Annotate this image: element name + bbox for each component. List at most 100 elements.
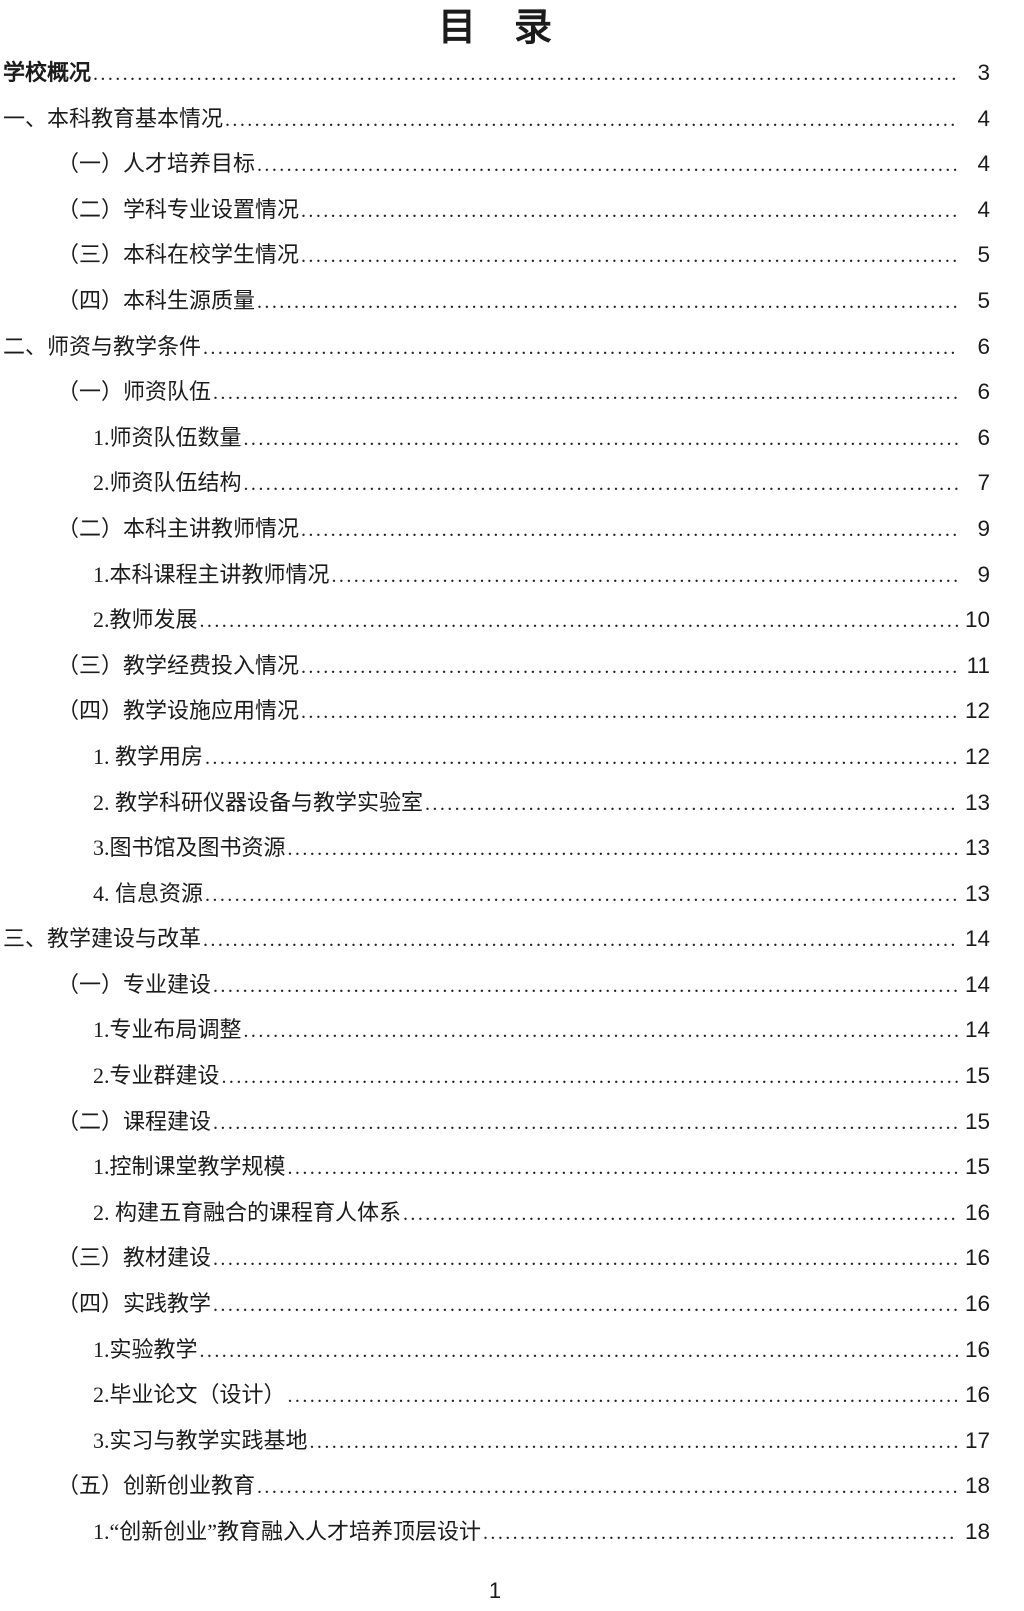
dot-leader: ........................................…: [203, 929, 958, 952]
toc-entry[interactable]: 3.实习与教学实践基地.............................…: [3, 1418, 990, 1464]
dot-leader: ........................................…: [243, 1020, 958, 1043]
toc-entry[interactable]: （三）教学经费投入情况.............................…: [3, 643, 990, 689]
toc-entry-label: 1.实验教学: [93, 1336, 198, 1362]
toc-entry[interactable]: （五）创新创业教育...............................…: [3, 1463, 990, 1509]
toc-entry-page: 11: [966, 652, 990, 678]
toc-entry[interactable]: 1.控制课堂教学规模..............................…: [3, 1144, 990, 1190]
dot-leader: ........................................…: [331, 564, 959, 587]
toc-entry[interactable]: 3.图书馆及图书资源..............................…: [3, 825, 990, 871]
toc-entry-label: （四）本科生源质量: [57, 287, 256, 313]
toc-entry[interactable]: （二）学科专业设置情况.............................…: [3, 187, 990, 233]
toc-entry[interactable]: 2.专业群建设.................................…: [3, 1053, 990, 1099]
toc-entry[interactable]: 2.师资队伍结构................................…: [3, 460, 990, 506]
dot-leader: ........................................…: [301, 655, 959, 678]
dot-leader: ........................................…: [243, 473, 959, 496]
toc-entry-page: 6: [977, 379, 990, 405]
toc-entry-page: 18: [964, 1473, 990, 1499]
toc-entry[interactable]: 2. 教学科研仪器设备与教学实验室.......................…: [3, 780, 990, 826]
toc-entry-label: （三）教材建设: [57, 1245, 212, 1271]
toc-entry-label: （二）学科专业设置情况: [57, 196, 300, 222]
toc-entry-page: 14: [964, 926, 990, 952]
toc-entry-label: （三）本科在校学生情况: [57, 242, 300, 268]
toc-entry[interactable]: （三）教材建设.................................…: [3, 1235, 990, 1281]
dot-leader: ........................................…: [301, 245, 959, 268]
toc-entry-page: 13: [964, 789, 990, 815]
toc-entry[interactable]: （一）人才培养目标...............................…: [3, 141, 990, 187]
toc-entry[interactable]: 1. 教学用房.................................…: [3, 734, 990, 780]
toc-entry[interactable]: 一、本科教育基本情况..............................…: [3, 96, 990, 142]
dot-leader: ........................................…: [403, 1202, 958, 1225]
toc-entry-label: 2. 教学科研仪器设备与教学实验室: [93, 789, 424, 815]
toc-entry-page: 18: [964, 1519, 990, 1544]
toc-entry-label: 二、师资与教学条件: [3, 333, 202, 359]
toc-entry-page: 5: [977, 287, 990, 313]
toc-entry[interactable]: 1.“创新创业”教育融入人才培养顶层设计....................…: [3, 1509, 990, 1555]
toc-entry[interactable]: （一）师资队伍.................................…: [3, 369, 990, 415]
toc-entry-label: 1.师资队伍数量: [93, 424, 242, 450]
dot-leader: ........................................…: [425, 792, 958, 815]
toc-entry[interactable]: （二）本科主讲教师情况.............................…: [3, 506, 990, 552]
toc-entry[interactable]: （一）专业建设.................................…: [3, 962, 990, 1008]
toc-entry[interactable]: （四）实践教学.................................…: [3, 1281, 990, 1327]
toc-entry-label: 2.专业群建设: [93, 1063, 220, 1089]
toc-entry[interactable]: 1.实验教学..................................…: [3, 1327, 990, 1373]
toc-entry-page: 16: [964, 1382, 990, 1408]
toc-entry-page: 14: [964, 971, 990, 997]
toc-entry-page: 16: [964, 1291, 990, 1317]
toc-entry-label: 3.实习与教学实践基地: [93, 1427, 308, 1453]
toc-entry-label: 2.师资队伍结构: [93, 470, 242, 496]
footer-page-number: 1: [488, 1578, 502, 1603]
toc-entry-page: 12: [964, 698, 990, 724]
dot-leader: ........................................…: [483, 1522, 958, 1544]
toc-entry-page: 16: [964, 1336, 990, 1362]
toc-entry-label: 1.本科课程主讲教师情况: [93, 561, 330, 587]
toc-entry[interactable]: 二、师资与教学条件...............................…: [3, 324, 990, 370]
toc-entry[interactable]: （四）本科生源质量...............................…: [3, 278, 990, 324]
toc-entry[interactable]: 2. 构建五育融合的课程育人体系........................…: [3, 1190, 990, 1236]
toc-entry-label: （四）教学设施应用情况: [57, 698, 300, 724]
toc-entry[interactable]: （三）本科在校学生情况.............................…: [3, 232, 990, 278]
toc-entry-page: 12: [964, 743, 990, 769]
toc-entry-label: （一）专业建设: [57, 971, 212, 997]
toc-entry-label: （一）人才培养目标: [57, 151, 256, 177]
toc-entry[interactable]: 1.专业布局调整................................…: [3, 1007, 990, 1053]
toc-entry[interactable]: （四）教学设施应用情况.............................…: [3, 688, 990, 734]
dot-leader: ........................................…: [301, 701, 958, 724]
toc-entry-page: 13: [964, 835, 990, 861]
page-title: 目 录: [437, 7, 552, 49]
toc-entry-label: （五）创新创业教育: [57, 1473, 256, 1499]
toc-entry[interactable]: 1.师资队伍数量................................…: [3, 415, 990, 461]
toc-entry-label: 4. 信息资源: [93, 880, 204, 906]
toc-entry[interactable]: （二）课程建设.................................…: [3, 1099, 990, 1145]
dot-leader: ........................................…: [257, 290, 959, 313]
toc-entry[interactable]: 1.本科课程主讲教师情况............................…: [3, 552, 990, 598]
toc-entry[interactable]: 2.毕业论文（设计）..............................…: [3, 1372, 990, 1418]
toc-entry-label: 2. 构建五育融合的课程育人体系: [93, 1199, 402, 1225]
toc-entry-page: 9: [977, 561, 990, 587]
toc-entry-label: 学校概况: [3, 60, 92, 85]
toc-entry-label: （二）课程建设: [57, 1108, 212, 1134]
toc-entry-label: 3.图书馆及图书资源: [93, 835, 286, 861]
toc-entry-page: 7: [977, 470, 990, 496]
toc-entry-page: 15: [964, 1154, 990, 1180]
toc-entry-label: 三、教学建设与改革: [3, 926, 202, 952]
toc-entry-page: 9: [977, 515, 990, 541]
toc-entry-page: 14: [964, 1017, 990, 1043]
toc-entry[interactable]: 4. 信息资源.................................…: [3, 871, 990, 917]
toc-entry-label: （二）本科主讲教师情况: [57, 515, 300, 541]
toc-entry[interactable]: 2.教师发展..................................…: [3, 597, 990, 643]
dot-leader: ........................................…: [213, 382, 959, 405]
toc-entry-page: 17: [964, 1427, 990, 1453]
toc-entry-page: 4: [977, 196, 990, 222]
dot-leader: ........................................…: [221, 1066, 958, 1089]
dot-leader: ........................................…: [203, 336, 959, 359]
dot-leader: ........................................…: [287, 838, 958, 861]
dot-leader: ........................................…: [213, 974, 958, 997]
toc-entry-label: （三）教学经费投入情况: [57, 652, 300, 678]
toc-entry-page: 15: [964, 1108, 990, 1134]
toc-entry[interactable]: 学校概况....................................…: [3, 50, 990, 96]
dot-leader: ........................................…: [199, 1339, 958, 1362]
dot-leader: ........................................…: [243, 427, 959, 450]
toc-entry-label: 2.教师发展: [93, 607, 198, 633]
toc-entry[interactable]: 三、教学建设与改革...............................…: [3, 916, 990, 962]
